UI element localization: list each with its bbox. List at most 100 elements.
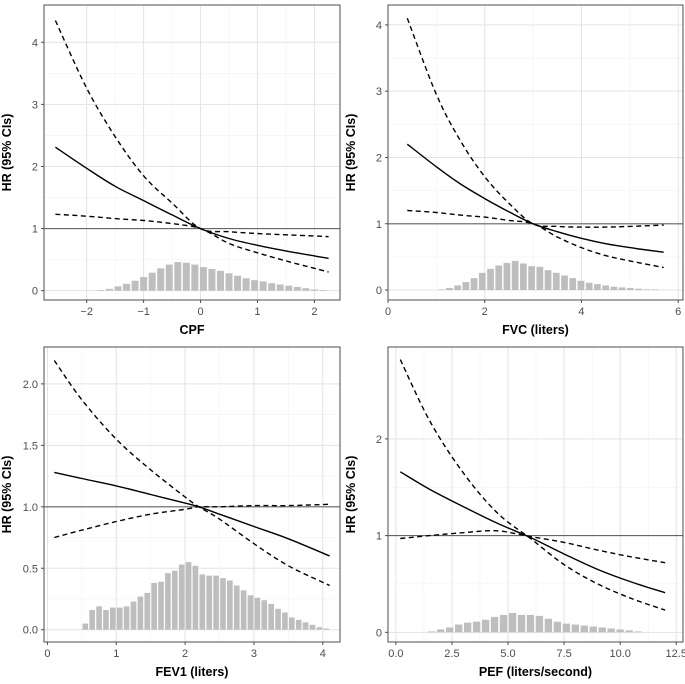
x-tick-label: 4 xyxy=(578,306,584,318)
histogram-bar xyxy=(577,280,585,291)
histogram-bar xyxy=(171,570,178,630)
histogram-bar xyxy=(148,272,156,291)
x-tick-label: 0 xyxy=(44,648,50,660)
histogram-bar xyxy=(552,272,560,291)
histogram-bar xyxy=(626,288,634,291)
ci-upper-line xyxy=(406,18,664,228)
chart-panel-top-left: −2 −1 0 1 2 0 1 2 3 4 CPF HR (95% CIs) xyxy=(0,4,341,337)
y-axis-title: HR (95% CIs) xyxy=(0,114,14,192)
histogram-bar xyxy=(123,606,130,630)
x-tick-label: 4 xyxy=(320,648,326,660)
histogram-bar xyxy=(276,284,284,291)
ci-lower-line xyxy=(407,209,664,269)
hr-line xyxy=(54,471,330,557)
histogram-bar xyxy=(130,601,137,630)
x-tick-label: 1 xyxy=(113,648,119,660)
histogram-bar xyxy=(634,631,642,633)
histogram-bar xyxy=(206,575,213,630)
y-tick-label: 1 xyxy=(32,224,38,236)
histogram-bar xyxy=(607,628,615,633)
y-axis-title: HR (95% CIs) xyxy=(344,456,358,534)
histogram-bar xyxy=(137,596,144,630)
x-tick-label: 6 xyxy=(675,306,681,318)
histogram-bar xyxy=(610,286,618,291)
x-tick-label: 0 xyxy=(197,306,203,318)
histogram-bar xyxy=(199,267,207,291)
histogram-bar xyxy=(589,626,597,633)
histogram-bar xyxy=(503,262,511,291)
histogram-bar xyxy=(463,622,472,633)
y-tick-label: 4 xyxy=(32,37,38,49)
panels-layer: −2 −1 0 1 2 0 1 2 3 4 CPF HR (95% CIs) 0 2 4 6 0 1 2 3 4 FVC … xyxy=(0,4,685,679)
histogram-bar xyxy=(182,262,190,291)
histogram-bar xyxy=(288,617,295,630)
histogram-bar xyxy=(247,595,254,630)
hr-line xyxy=(399,471,666,594)
histogram-bar xyxy=(508,612,517,633)
histogram-bar xyxy=(585,282,593,291)
x-tick-label: 12.5 xyxy=(666,648,685,660)
x-tick-label: 7.5 xyxy=(556,648,571,660)
histogram-bar xyxy=(216,270,224,291)
histogram-bar xyxy=(478,272,486,291)
histogram-bar xyxy=(174,262,182,291)
y-tick-label: 1 xyxy=(376,219,382,231)
histogram-bar xyxy=(569,278,577,291)
y-tick-label: 2 xyxy=(32,161,38,173)
histogram-bar xyxy=(316,627,323,630)
histogram-bar xyxy=(323,628,330,630)
histogram-bar xyxy=(520,263,527,291)
y-tick-label: 0.5 xyxy=(23,563,38,575)
panel-border xyxy=(43,4,341,301)
x-axis-title: CPF xyxy=(180,323,205,337)
x-tick-label: −2 xyxy=(80,306,93,318)
x-tick-label: 5.0 xyxy=(500,648,515,660)
histogram-bar xyxy=(259,281,267,291)
x-tick-label: 2 xyxy=(182,648,188,660)
histogram-bar xyxy=(446,288,453,291)
histogram-bar xyxy=(481,619,490,633)
y-tick-label: 3 xyxy=(376,86,382,98)
y-tick-label: 2 xyxy=(376,434,382,446)
histogram-bar xyxy=(295,619,302,630)
histogram-bar xyxy=(511,260,519,291)
x-tick-label: 2.5 xyxy=(444,648,459,660)
histogram-bar xyxy=(526,614,535,633)
histogram-bar xyxy=(594,284,601,291)
chart-panel-bottom-right: 0.0 2.5 5.0 7.5 10.0 12.5 0 1 2 PEF (liters/secon… xyxy=(344,346,685,679)
histogram-bar xyxy=(651,289,659,291)
histogram-bar xyxy=(97,290,105,291)
histogram-bar xyxy=(144,592,151,630)
histogram-bar xyxy=(240,590,247,630)
histogram-bar xyxy=(490,616,499,633)
ci-upper-line xyxy=(53,360,331,587)
histogram-bar xyxy=(319,290,327,291)
histogram-bar xyxy=(234,275,242,291)
x-tick-label: 2 xyxy=(311,306,317,318)
histogram-bar xyxy=(580,625,588,633)
ci-upper-line xyxy=(54,20,329,238)
ci-lower-line xyxy=(55,213,329,273)
histogram-bar xyxy=(192,565,199,630)
histogram-bar xyxy=(437,289,445,291)
histogram-bar xyxy=(536,266,544,291)
x-tick-label: 2 xyxy=(482,306,488,318)
histogram-bar xyxy=(103,610,109,630)
histogram-bar xyxy=(495,265,503,291)
histogram-bar xyxy=(199,574,206,630)
y-axis-title: HR (95% CIs) xyxy=(344,114,358,192)
histogram-bar xyxy=(261,600,268,630)
histogram-bar xyxy=(470,278,478,291)
x-axis-title: PEF (liters/second) xyxy=(479,665,592,679)
histogram-bar xyxy=(275,608,281,630)
histogram-bar xyxy=(140,277,148,291)
y-tick-label: 0 xyxy=(376,627,382,639)
panel-border xyxy=(387,4,684,301)
ci-lower-line xyxy=(400,529,666,564)
y-tick-label: 0.0 xyxy=(23,625,38,637)
y-tick-label: 0 xyxy=(32,286,38,298)
histogram-bar xyxy=(562,623,571,633)
histogram-bar xyxy=(544,618,553,633)
histogram-bar xyxy=(116,607,123,630)
y-tick-label: 1.0 xyxy=(23,502,38,514)
